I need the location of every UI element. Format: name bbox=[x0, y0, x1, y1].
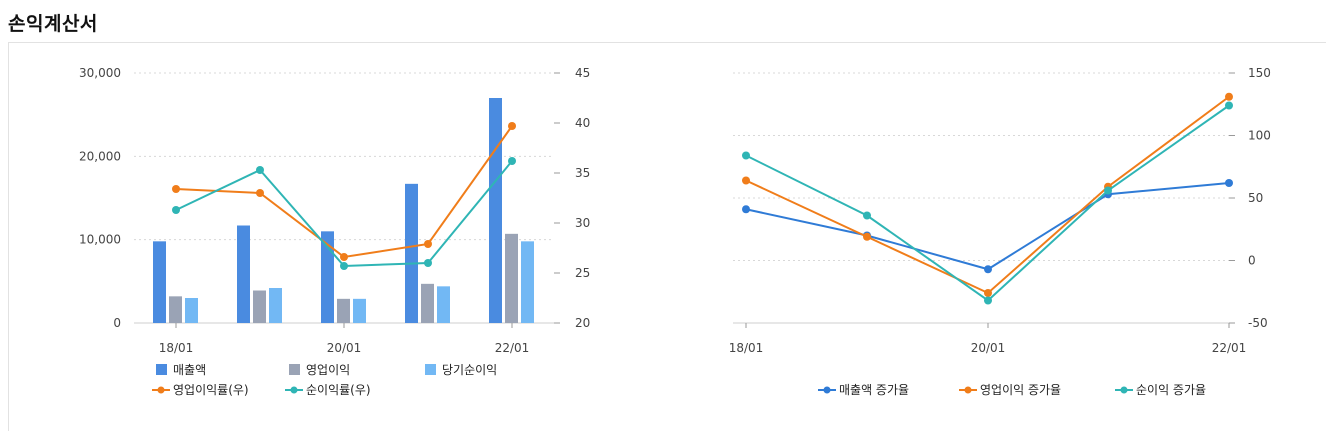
title-divider bbox=[8, 42, 1326, 43]
revenue-growth-line bbox=[745, 182, 1230, 271]
legend-operating-margin-marker bbox=[157, 386, 165, 394]
operating-income-growth-point bbox=[1225, 92, 1233, 101]
net-income-growth-point bbox=[1104, 186, 1112, 195]
x-tick-label: 20/01 bbox=[327, 341, 362, 355]
legend-operating-margin-label: 영업이익률(우) bbox=[173, 383, 249, 397]
x-tick-label: 20/01 bbox=[971, 341, 1006, 355]
operating-margin-line bbox=[175, 125, 513, 259]
bar-revenue bbox=[321, 231, 334, 323]
y-tick-label: 10,000 bbox=[79, 233, 121, 247]
net-income-growth-point bbox=[742, 151, 750, 160]
legend-net-margin-label: 순이익률(우) bbox=[306, 383, 371, 397]
operating-margin-point bbox=[256, 189, 264, 197]
bar-operating-income bbox=[253, 290, 266, 323]
bar-net-income bbox=[185, 298, 198, 323]
bar-net-income bbox=[437, 286, 450, 323]
legend-net-income-swatch bbox=[425, 364, 436, 375]
net-income-growth-point bbox=[863, 211, 871, 220]
bar-operating-income bbox=[421, 283, 434, 323]
y2-tick-label: 20 bbox=[575, 316, 590, 330]
revenue-growth-point bbox=[742, 205, 750, 214]
net-margin-point bbox=[172, 206, 180, 214]
net-margin-line bbox=[175, 160, 513, 268]
legend-operating-income-growth-marker bbox=[964, 386, 972, 394]
y2-tick-label: 45 bbox=[575, 66, 590, 80]
y-tick-label: 20,000 bbox=[79, 149, 121, 163]
legend-operating-income-swatch bbox=[289, 364, 300, 375]
legend-net-income-growth-marker bbox=[1120, 386, 1128, 394]
operating-margin-point bbox=[508, 122, 516, 130]
net-income-growth-point bbox=[984, 296, 992, 305]
y-tick-label: 150 bbox=[1248, 66, 1271, 80]
operating-margin-point bbox=[172, 185, 180, 193]
operating-margin-point bbox=[340, 253, 348, 261]
operating-income-growth-point bbox=[742, 176, 750, 185]
legend-net-income-growth-label: 순이익 증가율 bbox=[1136, 383, 1206, 397]
legend-net-margin-marker bbox=[290, 386, 298, 394]
bar-net-income bbox=[521, 241, 534, 323]
legend-revenue-swatch bbox=[156, 364, 167, 375]
bar-revenue bbox=[405, 183, 418, 323]
operating-income-growth-line bbox=[745, 95, 1230, 295]
bar-net-income bbox=[353, 298, 366, 323]
net-margin-point bbox=[340, 262, 348, 270]
operating-margin-point bbox=[424, 240, 432, 248]
bar-operating-income bbox=[505, 233, 518, 323]
y2-tick-label: 25 bbox=[575, 266, 590, 280]
legend-operating-income-growth-label: 영업이익 증가율 bbox=[980, 383, 1061, 397]
net-income-growth-point bbox=[1225, 101, 1233, 110]
panel-border bbox=[8, 42, 9, 431]
x-tick-label: 22/01 bbox=[1212, 341, 1247, 355]
bar-revenue bbox=[489, 98, 502, 323]
bar-revenue bbox=[237, 225, 250, 323]
bar-operating-income bbox=[169, 296, 182, 323]
y-tick-label: 30,000 bbox=[79, 66, 121, 80]
net-margin-point bbox=[256, 166, 264, 174]
y-tick-label: 50 bbox=[1248, 191, 1263, 205]
bar-operating-income bbox=[337, 298, 350, 323]
net-margin-point bbox=[424, 259, 432, 267]
revenue-growth-point bbox=[984, 265, 992, 274]
legend-revenue-label: 매출액 bbox=[173, 363, 206, 377]
legend-net-income-label: 당기순이익 bbox=[442, 363, 497, 377]
y-tick-label: 100 bbox=[1248, 129, 1271, 143]
revenue-growth-point bbox=[1225, 179, 1233, 187]
net-margin-point bbox=[508, 157, 516, 165]
y-tick-label: -50 bbox=[1248, 316, 1268, 330]
legend-operating-income-label: 영업이익 bbox=[306, 363, 350, 377]
operating-income-growth-point bbox=[863, 232, 871, 241]
x-tick-label: 18/01 bbox=[159, 341, 194, 355]
y2-tick-label: 30 bbox=[575, 216, 590, 230]
y2-tick-label: 40 bbox=[575, 116, 590, 130]
operating-income-growth-point bbox=[984, 289, 992, 297]
y2-tick-label: 35 bbox=[575, 166, 590, 180]
bar-net-income bbox=[269, 288, 282, 323]
x-tick-label: 22/01 bbox=[495, 341, 530, 355]
legend-revenue-growth-label: 매출액 증가율 bbox=[839, 383, 909, 397]
legend-revenue-growth-marker bbox=[823, 386, 831, 394]
bar-revenue bbox=[153, 241, 166, 323]
y-tick-label: 0 bbox=[1248, 254, 1256, 268]
x-tick-label: 18/01 bbox=[729, 341, 764, 355]
y-tick-label: 0 bbox=[113, 316, 121, 330]
page-title: 손익계산서 bbox=[8, 13, 98, 35]
